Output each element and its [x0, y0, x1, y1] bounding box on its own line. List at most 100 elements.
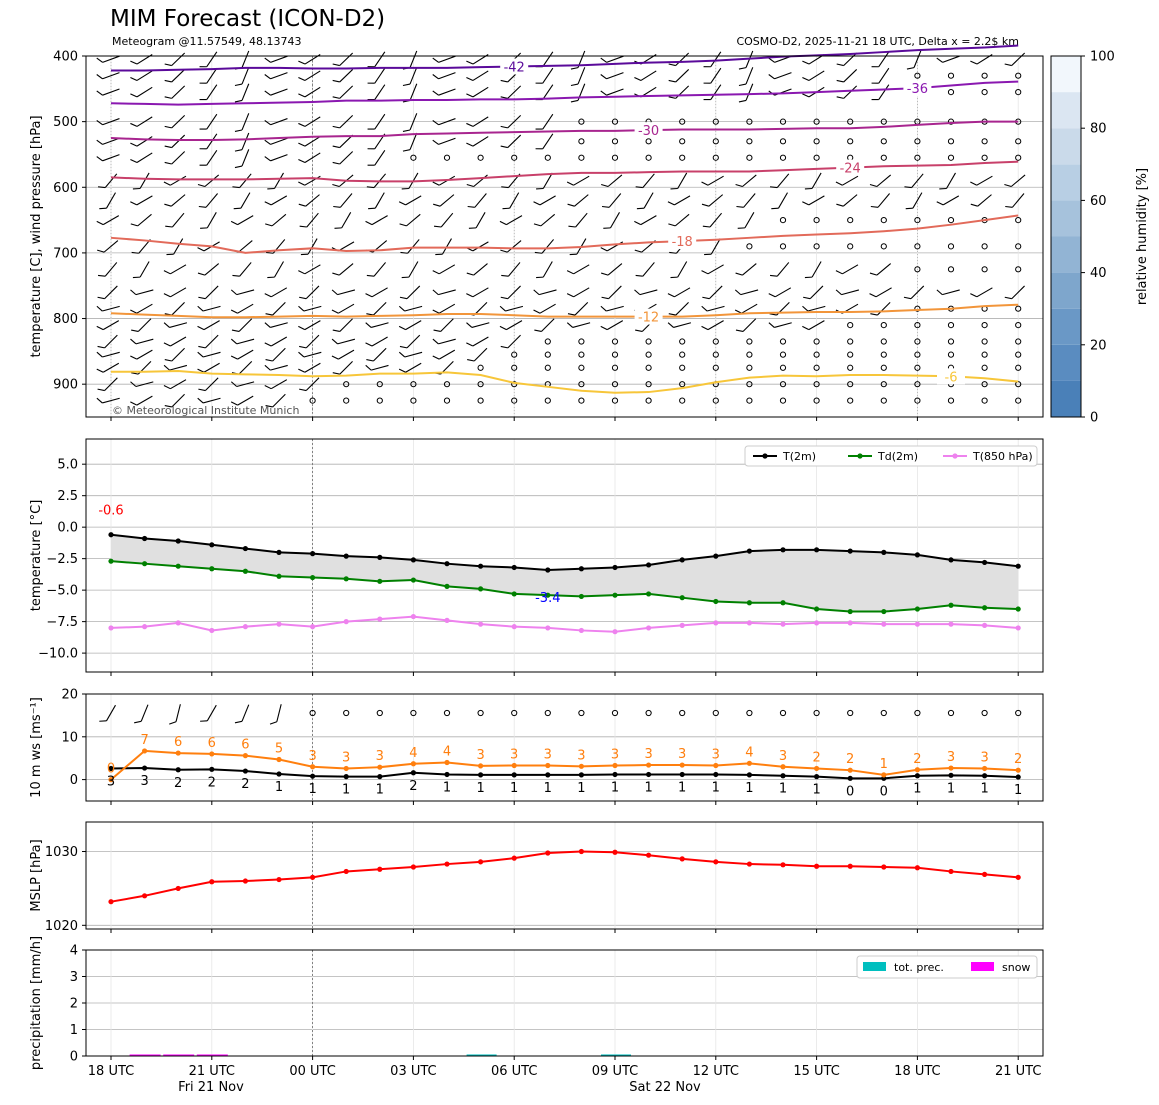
upper-air-calm-circle — [611, 118, 619, 125]
wind-barb-shaft — [774, 322, 792, 328]
t850-point — [410, 613, 416, 620]
wind-force-label: 1 — [476, 781, 484, 796]
upper-air-wind-barb — [130, 86, 153, 98]
wind-barb-flag — [636, 207, 645, 210]
wind-barb-shaft — [912, 192, 923, 209]
t850-point — [310, 624, 316, 630]
upper-air-wind-barb — [96, 137, 120, 145]
snow-bar — [196, 1054, 228, 1056]
wind-barb-flag — [265, 223, 273, 227]
upper-air-wind-barb — [331, 349, 355, 360]
wind-barb-flag — [701, 203, 710, 207]
mslp-point — [881, 864, 887, 870]
upper-air-y-tick-label: 800 — [53, 312, 78, 327]
t850-point — [847, 620, 853, 626]
wind-barb-flag — [130, 401, 138, 406]
location-subtitle: Meteogram @11.57549, 48.13743 — [112, 35, 302, 48]
upper-air-wind-barb — [264, 55, 288, 63]
wind-barb-shaft — [575, 212, 588, 228]
upper-air-calm-circle — [1015, 89, 1022, 96]
upper-air-calm-circle — [679, 118, 686, 125]
wind-barb-flag — [500, 96, 508, 99]
wind-barb-flag — [501, 274, 509, 277]
upper-air-y-tick-label: 700 — [53, 246, 78, 261]
upper-air-calm-circle — [1015, 266, 1022, 273]
wind-barb-shaft — [642, 262, 655, 277]
wind-barb-shaft — [640, 70, 657, 81]
wind-barb-shaft — [136, 70, 153, 81]
upper-air-calm-circle — [847, 322, 854, 329]
wind-barb-flag — [131, 251, 139, 254]
wind-barb-flag — [164, 125, 172, 129]
upper-air-calm-circle — [947, 216, 955, 224]
wind-10m-barb — [269, 704, 282, 725]
td2m-point — [242, 568, 248, 574]
t2m-point — [612, 564, 618, 571]
wind-barb-shaft — [237, 215, 254, 226]
wind-barb-shaft — [409, 67, 418, 85]
upper-air-wind-barb — [601, 174, 623, 188]
wind-barb-shaft — [206, 212, 217, 229]
wind-barb-flag — [567, 203, 575, 207]
wind-barb-flag — [298, 203, 306, 207]
wind-force-label: 1 — [510, 781, 518, 796]
upper-air-wind-barb — [96, 305, 120, 312]
mslp-point — [209, 879, 215, 885]
upper-air-wind-barb — [298, 194, 320, 207]
wind-barb-shaft — [740, 289, 759, 296]
legend-entry: T(850 hPa) — [972, 450, 1033, 463]
wind-barb-flag — [769, 274, 778, 277]
wind-barb-shaft — [135, 289, 154, 296]
wind-barb-shaft — [710, 51, 722, 68]
wind-barb-shaft — [171, 347, 185, 362]
upper-air-wind-barb — [566, 264, 590, 275]
upper-air-wind-barb — [870, 193, 891, 208]
upper-air-wind-barb — [802, 86, 825, 98]
upper-air-wind-barb — [199, 113, 218, 130]
upper-air-calm-circle — [477, 364, 484, 371]
wind-barb-flag — [97, 186, 106, 189]
upper-air-wind-barb — [771, 192, 788, 210]
t850-point — [881, 621, 887, 627]
upper-air-wind-barb — [367, 149, 386, 166]
wind-barb-shaft — [606, 55, 624, 63]
wind-barb-shaft — [238, 318, 253, 332]
wind-barb-shaft — [473, 174, 488, 187]
wind-barb-shaft — [136, 303, 153, 314]
wind-speed-point — [444, 759, 450, 766]
wind-barb-flag — [499, 325, 507, 331]
upper-air-wind-barb — [904, 173, 924, 189]
wind-force-label: 1 — [577, 781, 585, 796]
isotherm--12-line — [110, 303, 1019, 319]
upper-air-calm-circle — [914, 351, 921, 358]
wind-barb-flag — [267, 276, 275, 279]
t2m-point — [108, 532, 114, 538]
humidity-colorbar-segment — [1051, 236, 1081, 273]
wind-speed-point — [209, 751, 215, 757]
upper-air-wind-barb — [97, 285, 118, 300]
wind-speed-label: 3 — [779, 749, 787, 764]
upper-air-calm-circle — [679, 138, 686, 145]
wind-barb-flag — [298, 181, 306, 186]
wind-barb-shaft — [474, 193, 487, 208]
wind-barb-shaft — [338, 303, 355, 314]
upper-air-wind-barb — [398, 195, 422, 206]
upper-air-calm-circle — [947, 243, 955, 250]
wind-speed-point — [377, 764, 383, 770]
wind-barb-shaft — [507, 85, 522, 99]
temperature-frame — [85, 438, 1044, 673]
wind-10m-calm-circle — [410, 709, 417, 717]
wind-barb-flag — [164, 63, 172, 67]
wind-barb-flag — [331, 289, 338, 296]
isotherm--36-line — [110, 80, 1019, 106]
wind-barb-flag — [265, 359, 273, 362]
wind-barb-shaft — [842, 264, 859, 275]
upper-air-wind-barb — [836, 52, 858, 67]
max-temp-label: -0.6 — [98, 504, 123, 519]
upper-air-calm-circle — [746, 381, 753, 388]
wind-barb-flag — [163, 270, 171, 275]
wind-barb-flag — [634, 289, 641, 296]
t850-point — [679, 622, 685, 629]
wind-barb-shaft — [171, 52, 186, 66]
wind-barb-shaft — [175, 704, 181, 722]
